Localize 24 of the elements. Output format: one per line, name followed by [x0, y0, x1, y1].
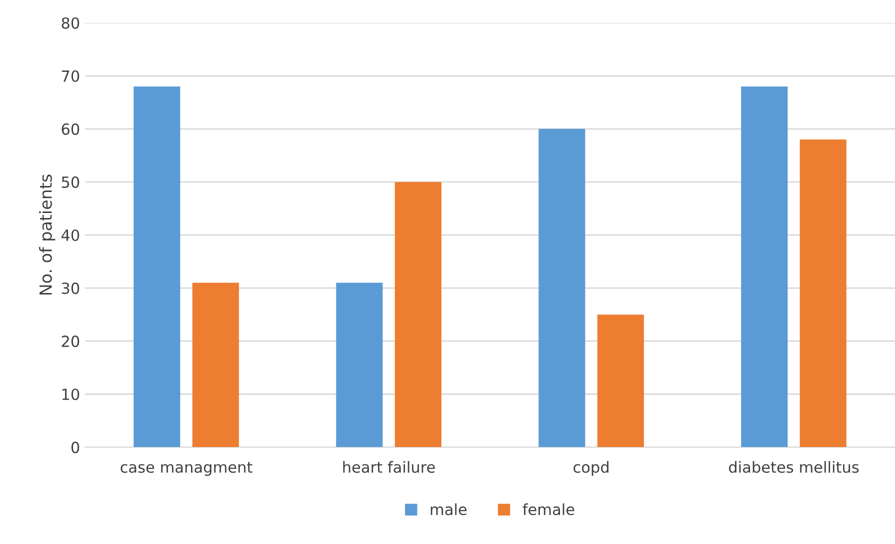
bar	[597, 314, 644, 448]
y-axis-title: No. of patients	[39, 174, 56, 295]
bar	[192, 282, 239, 448]
y-tick-label: 50	[62, 176, 80, 188]
bar	[394, 182, 442, 448]
y-tick-label: 80	[62, 17, 80, 29]
y-tick-label: 20	[62, 336, 80, 348]
x-tick-label: diabetes mellitus	[728, 461, 859, 473]
bar	[741, 86, 788, 448]
y-tick-label: 0	[71, 442, 80, 454]
x-tick-label: copd	[574, 461, 608, 476]
bar	[134, 86, 180, 448]
x-tick-label: case managment	[120, 462, 252, 476]
bar	[336, 282, 383, 448]
legend-label: male	[430, 503, 467, 516]
x-tick-label: heart failure	[343, 461, 435, 473]
y-tick-label: 40	[61, 229, 80, 242]
y-tick-label: 70	[62, 70, 80, 82]
bar	[538, 128, 586, 448]
y-tick-label: 60	[62, 123, 80, 135]
legend-label: female	[522, 503, 574, 516]
bar	[800, 140, 846, 448]
y-tick-label: 30	[62, 282, 80, 294]
y-tick-label: 10	[62, 388, 80, 400]
